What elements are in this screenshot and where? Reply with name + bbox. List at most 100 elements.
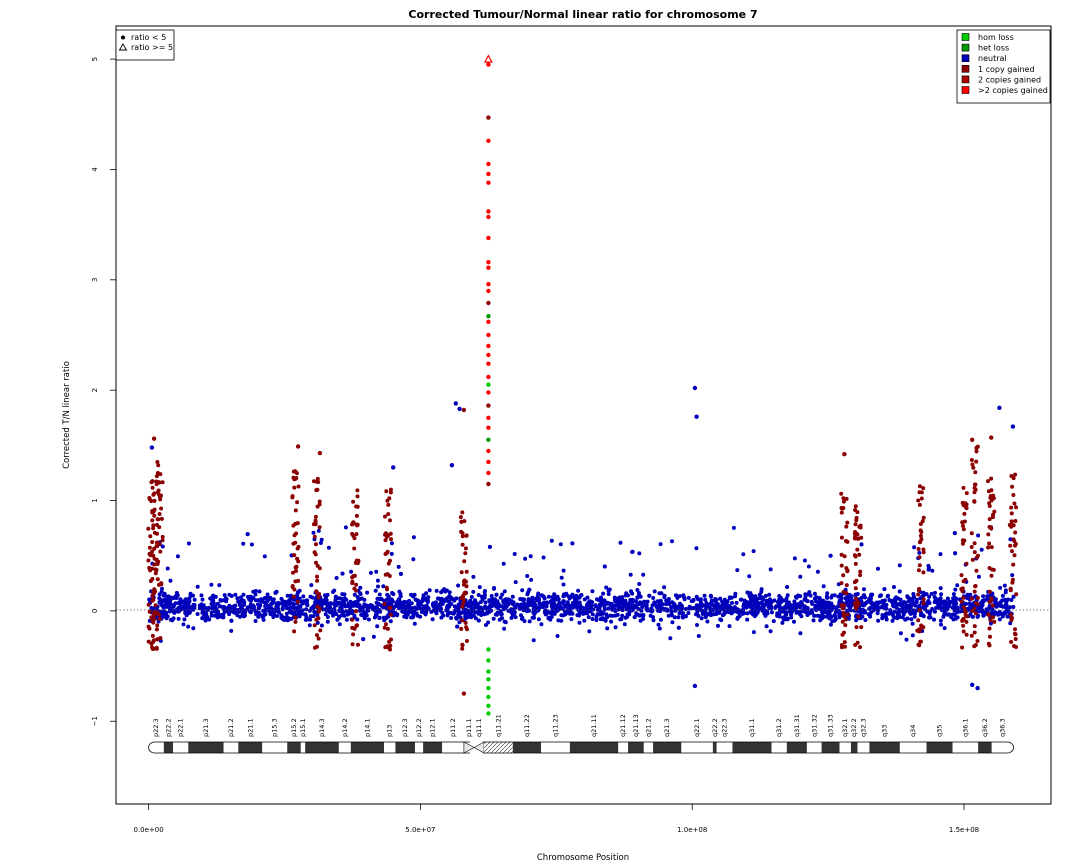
gain-point [961,629,966,634]
neutral-point [421,604,426,609]
p-arm-outline [148,741,470,754]
neutral-point [714,597,719,602]
neutral-point [256,614,261,619]
neutral-point [670,620,675,625]
gain1-point [486,403,491,408]
legend-swatch [961,43,970,52]
neutral-point [709,594,714,599]
neutral-point [275,614,279,618]
neutral-point [215,601,220,606]
neutral-point [778,598,783,603]
gain1-point [486,300,491,306]
gain-point [916,498,921,503]
neutral-point [752,614,757,619]
neutral-point [188,592,193,597]
neutral-point [288,605,293,610]
neutral-point [731,525,736,530]
neutral-point [1011,594,1016,599]
band-label: p15.3 [271,718,279,737]
neutral-point [473,616,478,621]
gain-point [292,629,297,634]
neutral-point [200,610,205,615]
neutral-point [502,589,507,594]
neutral-point [292,597,296,602]
neutral-point [180,606,185,610]
gain-point [383,645,388,650]
neutral-point [233,592,238,597]
neutral-point [875,607,880,612]
gain-point [986,545,991,550]
gain-point [458,515,463,520]
gain-point [969,531,974,536]
gain-point [461,601,466,606]
neutral-point [780,620,785,625]
neutral-point [491,616,496,621]
neutral-point [604,601,609,606]
neutral-point [698,602,703,607]
neutral-point [503,597,508,602]
gain-point [987,589,992,594]
gain-point [857,552,862,557]
neutral-point [242,600,247,605]
gain-point [1014,505,1018,510]
gain-point [355,623,359,628]
neutral-point [530,615,535,620]
gain-point [921,597,926,602]
gain-point [460,542,465,547]
legend-swatch [961,54,970,63]
gain-point [989,526,994,531]
neutral-point [568,610,573,614]
neutral-point [319,623,324,628]
neutral-point [319,537,324,542]
ideogram-band [771,742,787,753]
gain-point [311,522,316,527]
neutral-point [824,594,829,599]
neutral-point [825,591,830,596]
neutral-point [326,601,331,606]
neutral-point [377,616,382,621]
neutral-point [565,604,570,609]
neutral-point [660,602,665,607]
neutral-point [538,602,543,607]
gain-point [153,603,158,608]
plot-frame [115,25,1052,805]
neutral-point [910,598,915,603]
neutral-point [510,594,515,599]
neutral-point [487,544,492,549]
neutral-point [304,607,309,612]
band-label: q32.3 [859,718,867,737]
neutral-point [182,617,187,622]
band-label: p14.1 [363,718,371,737]
neutral-point [201,603,206,608]
neutral-point [561,613,566,618]
neutral-point [1010,573,1015,578]
gain-point [917,502,922,507]
gain-point [292,485,297,490]
gain-point [961,579,966,584]
neutral-point [447,590,452,595]
legend-swatch [961,86,970,94]
neutral-point [1003,590,1008,595]
neutral-point [186,602,191,607]
gain-more-point [486,235,491,241]
neutral-point [702,593,707,598]
neutral-point [233,603,238,608]
band-label: p12.1 [429,718,437,737]
color-legend-label: >2 copies gained [978,86,1048,95]
neutral-point [320,598,325,603]
neutral-point [577,620,582,625]
neutral-point [981,613,986,618]
gain-point [160,538,165,543]
neutral-point [576,588,581,593]
neutral-point [434,588,439,593]
gain-point [964,491,969,496]
gain-point [839,581,844,586]
neutral-point [590,589,595,594]
gain-point [961,617,966,621]
neutral-point [477,585,482,590]
gain-point [853,642,858,647]
gain-point [355,494,360,499]
neutral-point [848,598,853,603]
gain-point [853,586,858,591]
